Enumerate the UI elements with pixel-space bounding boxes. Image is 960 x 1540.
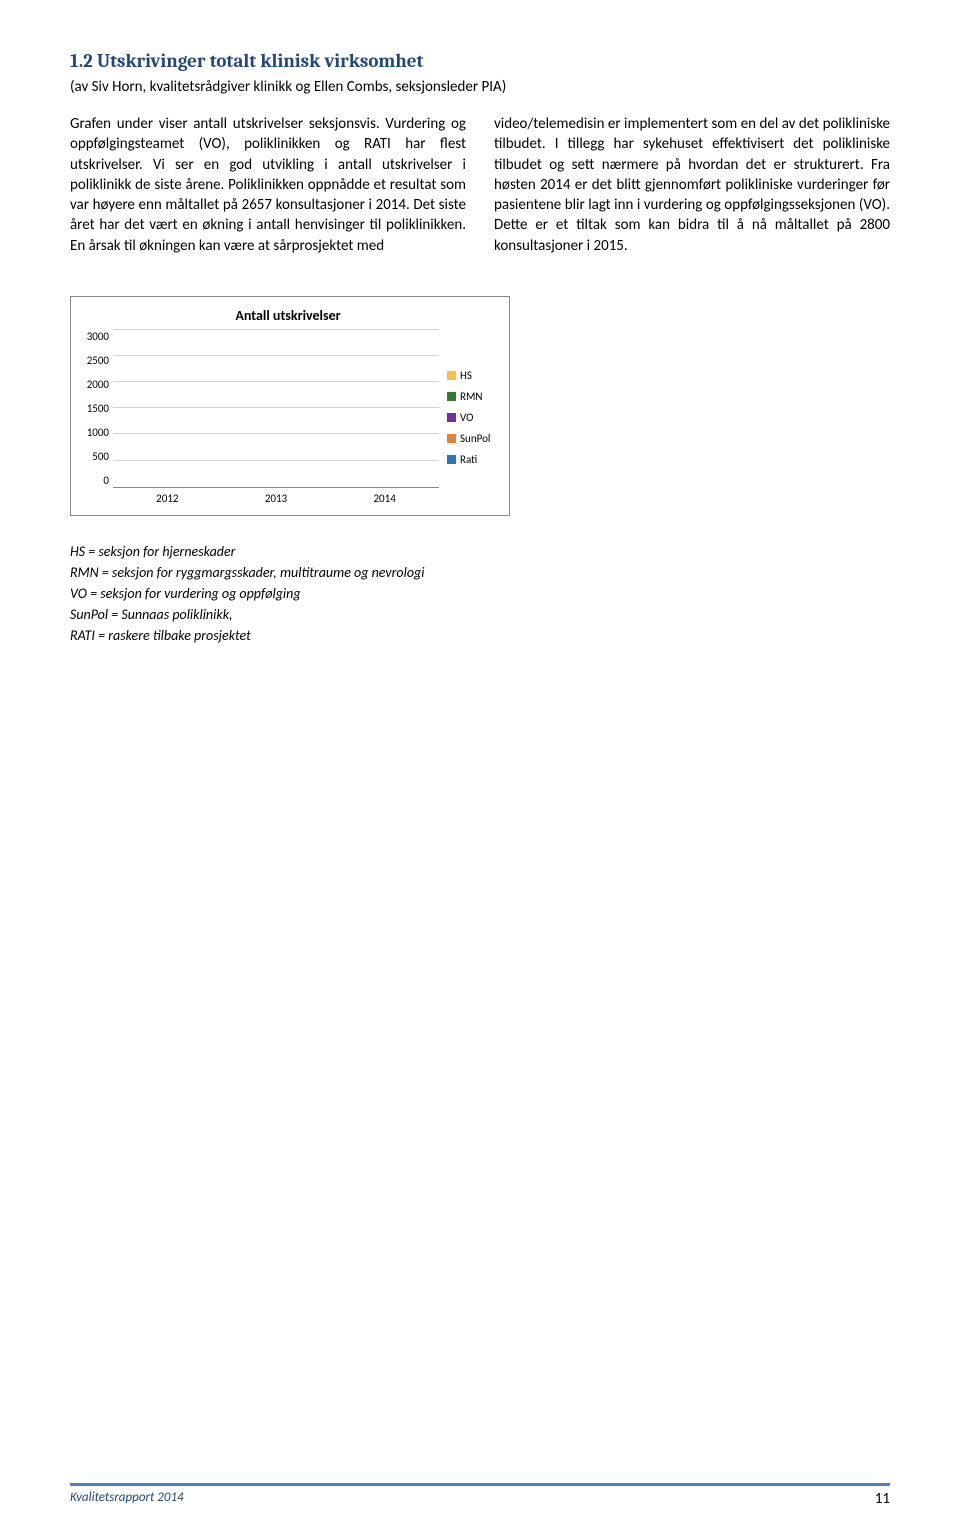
legend-swatch [447,371,456,380]
x-tick: 2014 [373,492,395,505]
definition-line: VO = seksjon for vurdering og oppfølging [70,583,890,604]
legend-item: Rati [447,453,499,466]
y-tick: 500 [92,450,109,463]
legend-item: HS [447,369,499,382]
legend-swatch [447,434,456,443]
chart-title: Antall utskrivelser [77,307,499,324]
y-tick: 2000 [87,378,109,391]
body-columns: Grafen under viser antall utskrivelser s… [70,114,890,256]
definition-line: RATI = raskere tilbake prosjektet [70,625,890,646]
y-tick: 0 [103,474,109,487]
legend-label: VO [460,411,473,424]
y-tick: 1500 [87,402,109,415]
definition-line: SunPol = Sunnaas poliklinikk, [70,604,890,625]
y-tick: 2500 [87,354,109,367]
y-tick: 1000 [87,426,109,439]
page-footer: Kvalitetsrapport 2014 11 [70,1483,890,1508]
section-subheading: (av Siv Horn, kvalitetsrådgiver klinikk … [70,78,890,96]
column-left: Grafen under viser antall utskrivelser s… [70,114,466,256]
definition-line: RMN = seksjon for ryggmargsskader, multi… [70,562,890,583]
chart-legend: HS RMN VO SunPol Rati [439,330,499,505]
legend-swatch [447,455,456,464]
footer-page-number: 11 [875,1490,890,1508]
footer-report-title: Kvalitetsrapport 2014 [70,1490,184,1508]
chart-x-axis: 2012 2013 2014 [113,488,439,505]
legend-label: HS [460,369,472,382]
column-right: video/telemedisin er implementert som en… [494,114,890,256]
y-tick: 3000 [87,330,109,343]
legend-label: SunPol [460,432,490,445]
chart-antall-utskrivelser: Antall utskrivelser 3000 2500 2000 1500 1000… [70,296,510,516]
legend-item: SunPol [447,432,499,445]
section-heading: 1.2 Utskrivinger totalt klinisk virksomh… [70,50,890,72]
legend-swatch [447,392,456,401]
legend-label: RMN [460,390,482,403]
legend-label: Rati [460,453,477,466]
definition-line: HS = seksjon for hjerneskader [70,541,890,562]
x-tick: 2012 [156,492,178,505]
legend-definitions: HS = seksjon for hjerneskaderRMN = seksj… [70,541,890,646]
chart-plot-area [113,330,439,488]
legend-swatch [447,413,456,422]
legend-item: RMN [447,390,499,403]
legend-item: VO [447,411,499,424]
chart-y-axis: 3000 2500 2000 1500 1000 500 0 [77,330,113,505]
x-tick: 2013 [265,492,287,505]
